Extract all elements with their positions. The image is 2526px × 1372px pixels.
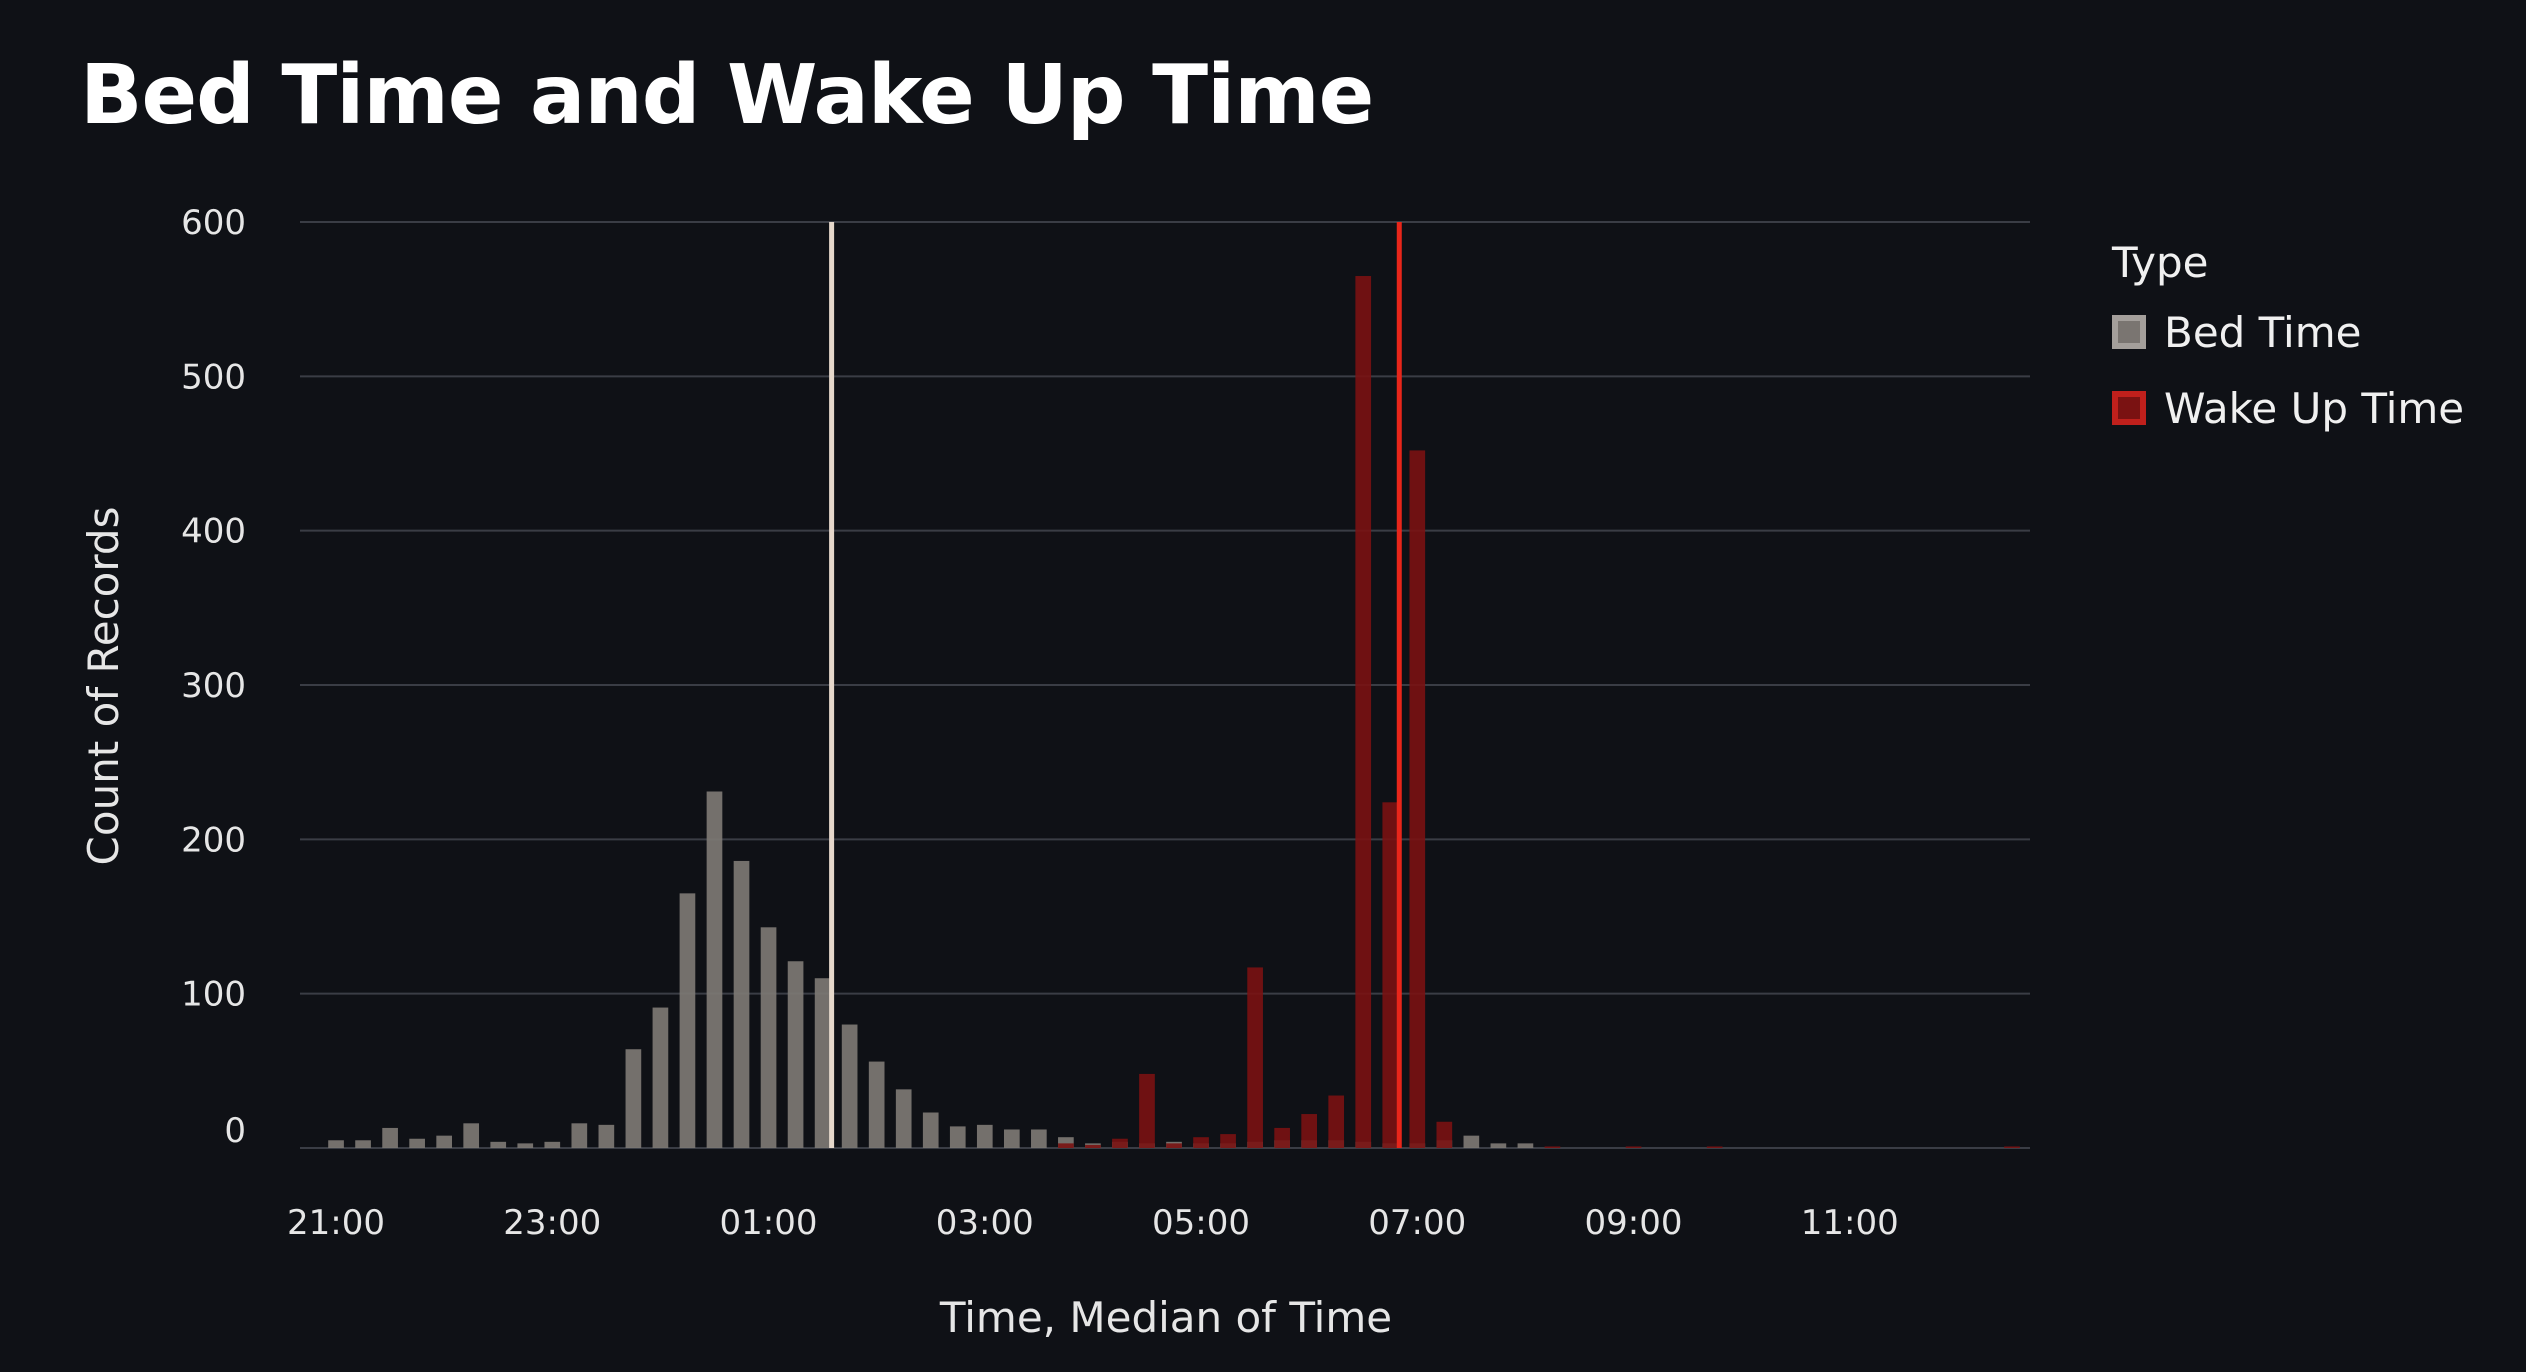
bed-time-bar [328, 1140, 344, 1148]
legend-title: Type [2112, 238, 2209, 287]
bed-time-bar [760, 927, 777, 1148]
wake-up-time-bar [1301, 1114, 1318, 1148]
y-tick-label: 200 [181, 820, 246, 860]
bed-time-bar [814, 978, 831, 1148]
bed-time-bar [976, 1124, 993, 1148]
legend-label-bed-time: Bed Time [2164, 307, 2362, 357]
y-tick-label: 300 [181, 666, 246, 706]
bed-time-bar [1463, 1135, 1480, 1148]
bed-time-bar [1031, 1129, 1047, 1148]
bed-time-bar [841, 1024, 858, 1148]
wake-up-time-bar [1112, 1138, 1128, 1148]
bed-time-bar [922, 1112, 939, 1148]
wake-up-time-bar [2004, 1146, 2020, 1148]
bed-time-bar [544, 1141, 561, 1148]
wake-up-time-bar [1706, 1146, 1723, 1148]
bed-time-bar [463, 1123, 480, 1148]
x-tick-label: 09:00 [1585, 1203, 1683, 1243]
wake-up-time-bar [1085, 1144, 1101, 1148]
bed-time-bar [1058, 1137, 1074, 1148]
wake-up-time-bar [1220, 1134, 1236, 1148]
wake-up-time-bar [1274, 1127, 1290, 1148]
wake-up-time-bars [1058, 276, 2020, 1148]
wake-up-time-bar [1139, 1073, 1155, 1148]
bed-time-bar [1003, 1129, 1020, 1148]
wake-up-time-bar [1193, 1137, 1209, 1148]
wake-up-time-bar [1625, 1146, 1642, 1148]
bed-time-bar [598, 1124, 615, 1148]
bed-time-bar [355, 1140, 371, 1148]
bed-time-swatch [2112, 315, 2146, 349]
bed-time-bar [949, 1126, 966, 1148]
x-axis-title: Time, Median of Time [939, 1293, 1392, 1342]
x-tick-label: 23:00 [503, 1203, 601, 1243]
x-tick-label: 21:00 [287, 1203, 385, 1243]
bed-time-bar [436, 1135, 453, 1148]
bed-time-bar [733, 860, 750, 1148]
bed-time-bar [652, 1007, 669, 1148]
wake-up-time-bar [1328, 1095, 1345, 1148]
bed-time-bar [1517, 1143, 1534, 1148]
x-tick-label: 03:00 [936, 1203, 1034, 1243]
wake-up-time-bar [1436, 1121, 1453, 1148]
bed-time-bar [517, 1143, 534, 1148]
x-tick-label: 11:00 [1801, 1203, 1899, 1243]
wake-up-time-bar [1355, 276, 1372, 1148]
wake-up-time-bar [1166, 1143, 1182, 1148]
x-tick-label: 07:00 [1368, 1203, 1466, 1243]
median-lines [829, 222, 1402, 1148]
wake-up-time-bar [1382, 802, 1399, 1148]
wake-up-time-bar [1544, 1146, 1561, 1148]
y-tick-label: 500 [181, 357, 246, 397]
bed-time-bar [625, 1049, 642, 1148]
bed-time-bar [409, 1138, 425, 1148]
y-axis-ticks: 0 100 200 300 400 500 600 [181, 203, 246, 1151]
y-tick-label: 100 [181, 975, 246, 1015]
y-tick-label: 0 [224, 1111, 246, 1151]
chart-gridlines [300, 221, 2030, 1149]
legend: Type Bed Time Wake Up Time [2112, 238, 2464, 453]
bed-time-bar [382, 1127, 398, 1148]
bed-time-bar [571, 1123, 588, 1148]
y-tick-label: 400 [181, 512, 246, 552]
legend-item-bed-time[interactable]: Bed Time [2112, 301, 2464, 363]
wake-up-time-bar [1409, 450, 1426, 1148]
x-axis-ticks: 21:00 23:00 01:00 03:00 05:00 07:00 09:00 11:00 [287, 1203, 1899, 1243]
page-title: Bed Time and Wake Up Time [80, 48, 1374, 143]
y-axis-title: Count of Records [79, 507, 128, 866]
bed-time-bar [679, 893, 696, 1148]
bed-time-bar [706, 791, 723, 1148]
legend-item-wake-up-time[interactable]: Wake Up Time [2112, 377, 2464, 439]
bed-time-bars [328, 791, 1534, 1148]
wake-up-time-bar [1247, 967, 1263, 1148]
bed-time-bar [1490, 1143, 1507, 1148]
x-tick-label: 01:00 [720, 1203, 818, 1243]
legend-label-wake-up-time: Wake Up Time [2164, 383, 2465, 433]
wake-up-time-swatch [2112, 391, 2146, 425]
x-tick-label: 05:00 [1152, 1203, 1250, 1243]
bed-time-bar [895, 1089, 912, 1148]
bed-time-bar [868, 1061, 885, 1148]
wake-up-time-bar [1058, 1143, 1074, 1148]
bed-time-bar [787, 961, 804, 1148]
y-tick-label: 600 [181, 203, 246, 243]
bed-time-bar [490, 1141, 507, 1148]
